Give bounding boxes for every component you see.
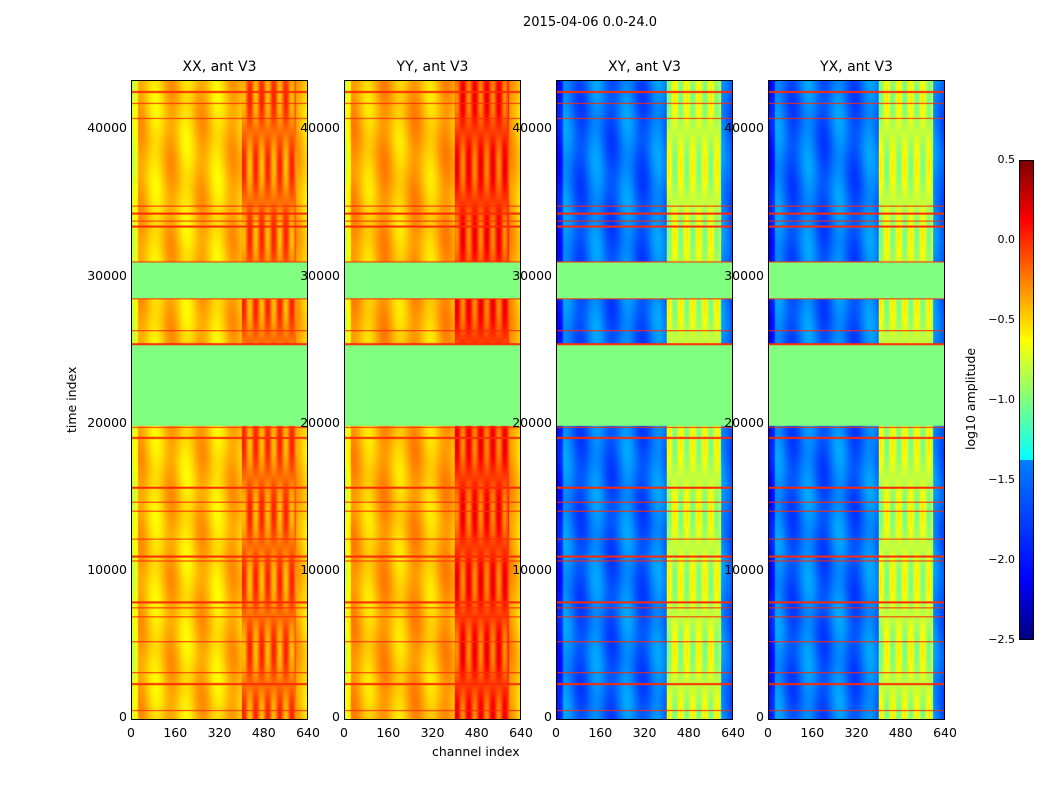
heatmap-panel-3: [768, 80, 945, 720]
heatmap-panel-1: [344, 80, 521, 720]
y-tick-label: 0: [544, 709, 552, 724]
y-tick-label: 30000: [300, 267, 340, 283]
x-axis-label: channel index: [432, 744, 520, 759]
x-tick-label: 160: [163, 725, 188, 740]
x-tick-label: 0: [552, 725, 560, 740]
heatmap-image: [132, 81, 307, 719]
y-tick-label: 40000: [300, 120, 340, 136]
y-tick-label: 40000: [724, 120, 764, 136]
y-tick-label: 0: [119, 709, 127, 724]
heatmap-image: [345, 81, 520, 719]
y-tick-label: 40000: [512, 120, 552, 136]
x-tick-label: 480: [676, 725, 701, 740]
y-tick-label: 0: [332, 709, 340, 724]
colorbar-tick-label: −0.5: [988, 313, 1015, 326]
colorbar-label: log10 amplitude: [963, 347, 978, 450]
panel-title: XX, ant V3: [182, 59, 257, 75]
y-tick-label: 20000: [512, 414, 552, 430]
heatmap-panel-0: [131, 80, 308, 720]
y-tick-label: 20000: [724, 414, 764, 430]
x-tick-label: 320: [207, 725, 232, 740]
y-axis-label: time index: [64, 366, 79, 433]
y-tick-label: 0: [756, 709, 764, 724]
x-tick-label: 160: [376, 725, 401, 740]
y-tick-label: 10000: [512, 561, 552, 577]
y-tick-label: 30000: [87, 267, 127, 283]
y-tick-label: 30000: [724, 267, 764, 283]
colorbar-tick-label: 0.5: [997, 153, 1016, 166]
panel-title: YY, ant V3: [396, 59, 469, 75]
y-tick-label: 30000: [512, 267, 552, 283]
x-tick-label: 480: [251, 725, 276, 740]
x-tick-label: 0: [764, 725, 772, 740]
panel-title: YX, ant V3: [820, 59, 893, 75]
x-tick-label: 320: [420, 725, 445, 740]
y-tick-label: 10000: [87, 561, 127, 577]
heatmap-panel-2: [556, 80, 733, 720]
x-tick-label: 160: [800, 725, 825, 740]
colorbar-tick-label: −2.0: [988, 553, 1015, 566]
y-tick-label: 40000: [87, 120, 127, 136]
y-tick-label: 20000: [300, 414, 340, 430]
heatmap-image: [769, 81, 944, 719]
x-tick-label: 480: [464, 725, 489, 740]
x-tick-label: 640: [509, 725, 533, 740]
panel-title: XY, ant V3: [608, 59, 681, 75]
x-tick-label: 640: [933, 725, 957, 740]
x-tick-label: 160: [588, 725, 613, 740]
colorbar-tick-label: −1.0: [988, 393, 1015, 406]
x-tick-label: 0: [340, 725, 348, 740]
colorbar-tick-label: 0.0: [997, 233, 1016, 246]
x-tick-label: 640: [296, 725, 320, 740]
colorbar: [1019, 160, 1034, 640]
y-tick-label: 10000: [724, 561, 764, 577]
x-tick-label: 320: [632, 725, 657, 740]
x-tick-label: 640: [721, 725, 745, 740]
y-tick-label: 10000: [300, 561, 340, 577]
x-tick-label: 0: [127, 725, 135, 740]
x-tick-label: 320: [844, 725, 869, 740]
y-tick-label: 20000: [87, 414, 127, 430]
colorbar-tick-label: −2.5: [988, 633, 1015, 646]
x-tick-label: 480: [888, 725, 913, 740]
figure-title: 2015-04-06 0.0-24.0: [523, 15, 657, 30]
heatmap-image: [557, 81, 732, 719]
colorbar-tick-label: −1.5: [988, 473, 1015, 486]
